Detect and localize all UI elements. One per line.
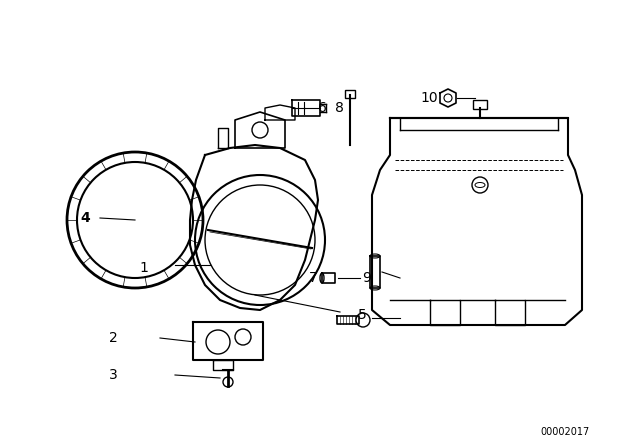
Bar	[345, 90, 355, 98]
Text: 2: 2	[109, 331, 118, 345]
Text: 7: 7	[309, 271, 318, 285]
Text: 4: 4	[80, 211, 90, 225]
Bar	[473, 100, 487, 109]
Text: 1: 1	[139, 261, 148, 275]
Text: 9: 9	[362, 271, 371, 285]
Text: 8: 8	[335, 101, 344, 115]
Text: 5: 5	[358, 308, 367, 322]
Text: 00002017: 00002017	[541, 427, 590, 437]
Text: 10: 10	[420, 91, 438, 105]
Text: 6: 6	[318, 101, 327, 115]
Text: 3: 3	[109, 368, 118, 382]
